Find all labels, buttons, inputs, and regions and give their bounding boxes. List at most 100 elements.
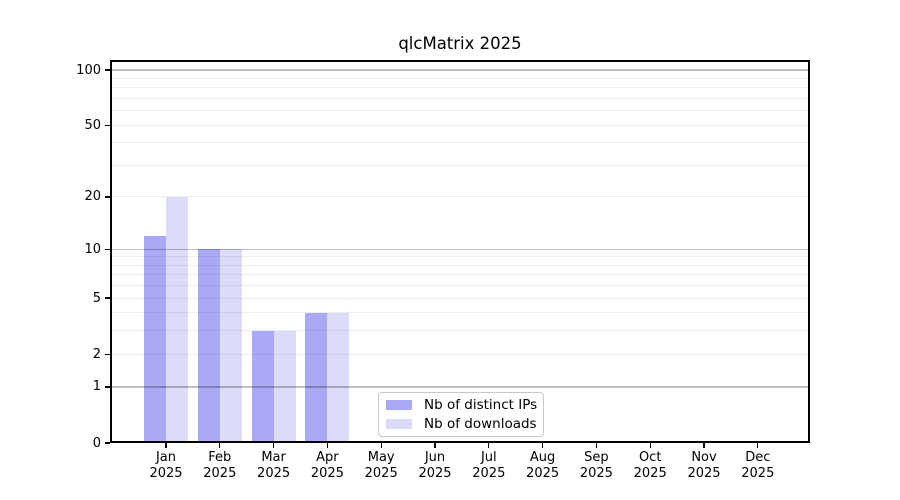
x-tick-month: Jan — [155, 450, 177, 465]
y-gridline-minor — [110, 142, 810, 144]
x-tick-mark — [165, 443, 167, 448]
x-tick-year: 2025 — [257, 465, 291, 481]
x-tick-year: 2025 — [364, 465, 398, 481]
legend: Nb of distinct IPs Nb of downloads — [378, 392, 544, 437]
y-tick-label: 0 — [92, 435, 101, 451]
x-tick-label: Jan 2025 — [136, 450, 196, 481]
x-tick-label: Aug 2025 — [513, 450, 573, 481]
y-gridline-minor — [110, 330, 810, 332]
legend-label-downloads: Nb of downloads — [424, 415, 537, 432]
legend-swatch-distinct-ips — [386, 400, 412, 410]
x-tick-mark — [541, 443, 544, 448]
x-tick-year: 2025 — [203, 465, 237, 481]
x-tick-year: 2025 — [418, 465, 452, 481]
x-tick-month: Dec — [745, 450, 771, 465]
bar-downloads — [273, 330, 296, 443]
x-tick-year: 2025 — [310, 465, 344, 481]
x-tick-mark — [380, 443, 382, 448]
y-gridline-minor — [110, 124, 810, 126]
x-tick-mark — [488, 443, 490, 448]
x-tick-year: 2025 — [633, 465, 667, 481]
bar-distinct-ips — [305, 312, 328, 443]
spine-right — [808, 60, 810, 443]
y-tick-mark — [104, 69, 110, 71]
x-tick-month: Mar — [261, 450, 286, 465]
y-tick-label: 1 — [92, 379, 101, 395]
y-gridline-minor — [110, 285, 810, 287]
y-gridline-minor — [110, 256, 810, 258]
legend-label-distinct-ips: Nb of distinct IPs — [424, 396, 538, 413]
x-tick-mark — [649, 443, 651, 448]
x-tick-year: 2025 — [687, 465, 721, 481]
y-gridline-minor — [110, 264, 810, 266]
x-tick-year: 2025 — [472, 465, 506, 481]
bar-downloads — [219, 249, 242, 443]
x-tick-year: 2025 — [579, 465, 613, 481]
y-tick-label: 50 — [84, 117, 101, 133]
x-tick-year: 2025 — [149, 465, 183, 481]
x-tick-label: Feb 2025 — [190, 450, 250, 481]
x-tick-year: 2025 — [526, 465, 560, 481]
y-gridline-minor — [110, 274, 810, 276]
y-gridline-minor — [110, 97, 810, 99]
x-tick-month: Oct — [638, 450, 662, 465]
x-tick-month: Feb — [208, 450, 232, 465]
x-tick-year: 2025 — [741, 465, 775, 481]
y-tick-label: 100 — [76, 62, 101, 78]
y-gridline-major — [110, 248, 810, 250]
y-tick-mark — [104, 196, 110, 198]
y-tick-mark — [104, 248, 110, 250]
legend-item-distinct-ips: Nb of distinct IPs — [386, 396, 538, 415]
x-tick-mark — [703, 443, 705, 448]
y-gridline-minor — [110, 164, 810, 166]
x-tick-month: Nov — [691, 450, 717, 465]
bar-downloads — [327, 312, 350, 443]
legend-item-downloads: Nb of downloads — [386, 415, 537, 434]
y-tick-label: 20 — [84, 189, 101, 205]
x-tick-month: Apr — [316, 450, 339, 465]
y-gridline-minor — [110, 312, 810, 314]
x-tick-label: Jul 2025 — [459, 450, 519, 481]
x-tick-label: Sep 2025 — [566, 450, 626, 481]
y-tick-mark — [104, 353, 110, 355]
x-tick-mark — [272, 443, 275, 448]
x-tick-label: May 2025 — [351, 450, 411, 481]
y-tick-mark — [104, 124, 110, 126]
x-tick-label: Mar 2025 — [244, 450, 304, 481]
y-gridline-minor — [110, 110, 810, 112]
y-tick-label: 5 — [92, 290, 101, 306]
y-gridline-major — [110, 69, 810, 71]
y-gridline-minor — [110, 353, 810, 355]
y-gridline-major — [110, 386, 810, 388]
bar-downloads — [166, 196, 188, 443]
x-tick-label: Dec 2025 — [728, 450, 788, 481]
x-tick-month: May — [367, 450, 395, 465]
y-gridline-minor — [110, 297, 810, 299]
y-gridline-minor — [110, 196, 810, 198]
y-tick-label: 2 — [92, 346, 101, 362]
x-tick-mark — [326, 443, 329, 448]
bar-distinct-ips — [144, 235, 166, 443]
x-tick-month: Jul — [480, 450, 497, 465]
y-tick-mark — [104, 297, 110, 299]
bar-distinct-ips — [197, 249, 220, 443]
bar-distinct-ips — [251, 330, 274, 443]
y-tick-label: 10 — [84, 241, 101, 257]
x-tick-mark — [595, 443, 598, 448]
x-tick-label: Oct 2025 — [620, 450, 680, 481]
spine-bottom — [110, 441, 810, 443]
y-gridline-minor — [110, 77, 810, 79]
y-gridline-minor — [110, 87, 810, 89]
legend-swatch-downloads — [386, 419, 412, 429]
x-tick-month: Jun — [424, 450, 446, 465]
spine-left — [110, 60, 112, 443]
plot-area — [110, 60, 810, 443]
x-tick-mark — [434, 443, 436, 448]
x-tick-label: Jun 2025 — [405, 450, 465, 481]
x-tick-label: Apr 2025 — [297, 450, 357, 481]
x-tick-mark — [757, 443, 759, 448]
x-tick-month: Aug — [529, 450, 556, 465]
x-tick-label: Nov 2025 — [674, 450, 734, 481]
y-tick-mark — [104, 442, 110, 444]
y-tick-mark — [104, 386, 110, 388]
